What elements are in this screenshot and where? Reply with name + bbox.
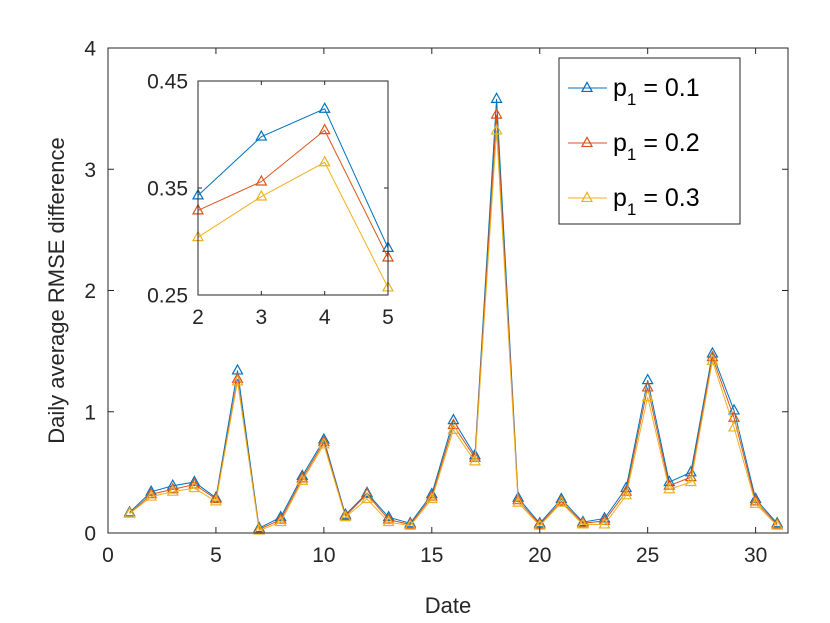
main-data-point xyxy=(425,489,438,501)
legend-label-base: p xyxy=(613,129,627,157)
inset-data-point xyxy=(255,129,268,141)
main-data-point xyxy=(490,92,503,103)
main-data-point xyxy=(166,482,179,494)
inset-x-tick-label: 2 xyxy=(192,306,204,329)
legend-label-subscript: 1 xyxy=(627,90,636,109)
main-data-point xyxy=(209,494,222,506)
legend-label-rest: = 0.1 xyxy=(636,74,699,102)
main-data-point xyxy=(188,475,201,487)
main-data-point xyxy=(382,515,395,527)
inset-plot: 2 3 4 5 0.25 0.35 0.45 xyxy=(147,71,395,329)
main-data-point xyxy=(512,495,525,507)
main-data-point xyxy=(253,523,266,535)
legend-label-3: p1 = 0.3 xyxy=(613,184,700,219)
main-data-point xyxy=(620,488,633,500)
inset-series-line-1 xyxy=(197,108,389,249)
main-data-point xyxy=(447,423,460,434)
main-data-point xyxy=(274,512,287,524)
main-x-tick-label: 25 xyxy=(636,544,659,567)
legend-label-rest: = 0.3 xyxy=(636,184,699,212)
main-x-tick-label: 20 xyxy=(528,544,551,567)
inset-data-point xyxy=(318,102,331,113)
main-x-tick-label: 30 xyxy=(744,544,767,567)
main-data-point xyxy=(123,506,136,518)
main-y-tick-label: 1 xyxy=(84,401,96,424)
main-data-point xyxy=(145,484,158,496)
main-data-point xyxy=(425,492,438,504)
main-data-point xyxy=(447,418,460,430)
main-data-point xyxy=(706,350,719,362)
main-data-point xyxy=(771,518,784,530)
main-y-tick-label: 4 xyxy=(84,38,96,61)
inset-data-point xyxy=(318,123,331,135)
main-x-tick-label: 15 xyxy=(420,544,443,567)
legend: p1 = 0.1p1 = 0.2p1 = 0.3 xyxy=(558,57,741,225)
main-data-point xyxy=(706,354,719,365)
main-data-point xyxy=(684,475,697,487)
inset-y-tick-label: 0.25 xyxy=(147,285,188,308)
main-data-point xyxy=(339,510,352,522)
legend-marker-2 xyxy=(580,136,594,148)
main-data-point xyxy=(663,482,676,494)
inset-plot-area xyxy=(198,81,388,295)
legend-label-subscript: 1 xyxy=(627,200,636,219)
inset-series-line-2 xyxy=(197,129,389,258)
main-data-point xyxy=(490,107,503,119)
main-data-point xyxy=(274,515,287,527)
main-y-tick-label: 3 xyxy=(84,159,96,182)
main-data-point xyxy=(641,390,654,402)
legend-label-base: p xyxy=(613,74,627,102)
main-data-point xyxy=(188,481,201,493)
main-data-point xyxy=(576,517,589,529)
main-data-point xyxy=(382,512,395,524)
main-data-point xyxy=(641,373,654,385)
main-data-point xyxy=(361,492,374,504)
inset-x-tick-label: 4 xyxy=(319,306,331,329)
legend-label-1: p1 = 0.1 xyxy=(613,74,700,109)
inset-x-tick-label: 3 xyxy=(255,306,267,329)
main-data-point xyxy=(598,517,611,529)
main-y-tick-label: 2 xyxy=(84,280,96,303)
main-data-point xyxy=(296,474,309,485)
main-data-point xyxy=(728,420,741,432)
main-x-tick-label: 0 xyxy=(102,544,114,567)
main-data-point xyxy=(166,484,179,496)
main-data-point xyxy=(145,487,158,499)
inset-y-tick-label: 0.45 xyxy=(147,71,188,94)
main-data-point xyxy=(317,437,330,449)
legend-label-rest: = 0.2 xyxy=(636,129,699,157)
legend-label-base: p xyxy=(613,184,627,212)
legend-label-2: p1 = 0.2 xyxy=(613,129,700,164)
legend-label-subscript: 1 xyxy=(627,145,636,164)
inset-data-point xyxy=(318,155,331,167)
main-data-point xyxy=(145,489,158,501)
main-y-axis-title: Daily average RMSE difference xyxy=(44,137,69,444)
inset-y-tick-label: 0.35 xyxy=(147,178,188,201)
main-series-line-3 xyxy=(129,130,778,532)
main-y-tick-label: 0 xyxy=(84,523,96,546)
main-data-point xyxy=(361,487,374,499)
inset-x-tick-label: 5 xyxy=(382,306,394,329)
main-x-tick-label: 10 xyxy=(312,544,335,567)
main-data-point xyxy=(274,510,287,522)
main-x-tick-label: 5 xyxy=(210,544,222,567)
inset-series-line-3 xyxy=(197,161,389,288)
main-x-axis-title: Date xyxy=(425,593,471,618)
main-data-point xyxy=(749,494,762,506)
main-data-point xyxy=(512,493,525,505)
main-data-point xyxy=(555,495,568,507)
main-data-point xyxy=(404,518,417,530)
inset-data-point xyxy=(255,174,268,186)
main-data-point xyxy=(231,374,244,386)
legend-marker-1 xyxy=(580,81,594,93)
main-data-point xyxy=(749,497,762,508)
main-data-point xyxy=(468,454,482,466)
main-data-point xyxy=(209,492,222,504)
main-data-point xyxy=(490,123,503,135)
legend-marker-3 xyxy=(580,191,594,203)
inset-data-point xyxy=(255,189,268,201)
